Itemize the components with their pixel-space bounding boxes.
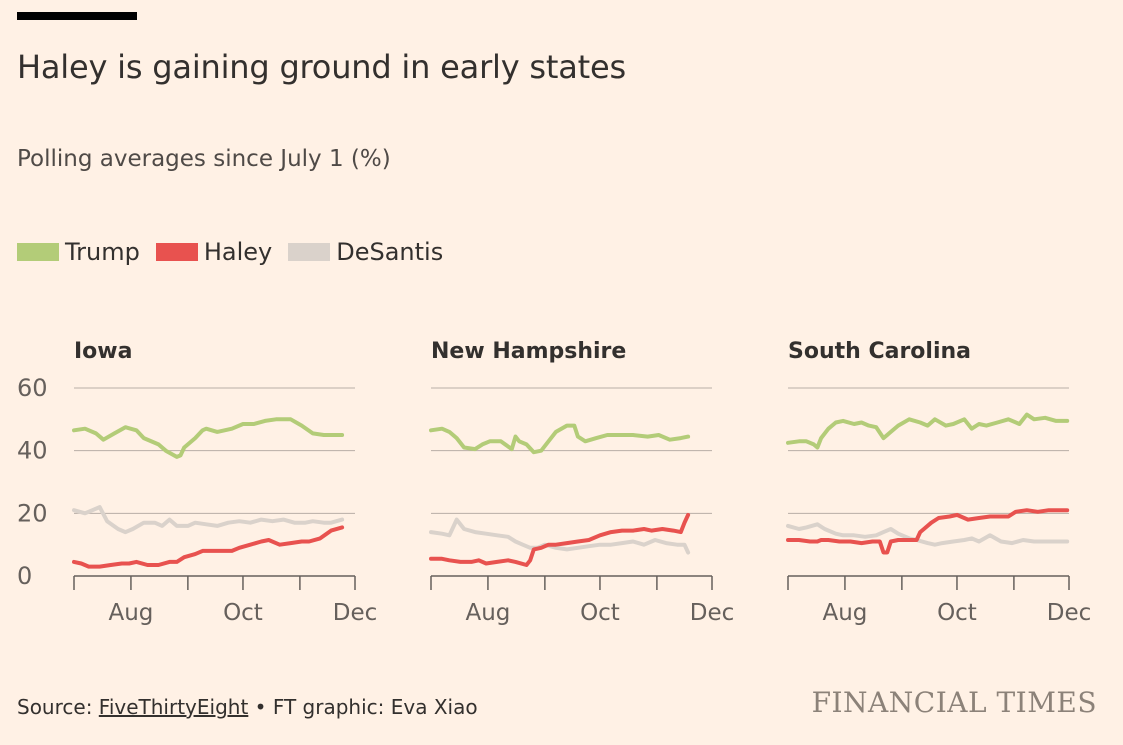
x-tick-label: Oct [937,600,977,626]
legend-swatch-haley [156,243,198,261]
series-line-haley [74,527,342,566]
source-prefix: Source: [17,695,99,719]
legend-label-trump: Trump [65,238,140,266]
legend-item-haley: Haley [156,238,272,266]
legend-swatch-desantis [288,243,330,261]
x-tick-label: Oct [223,600,263,626]
chart-subtitle: Polling averages since July 1 (%) [17,146,391,172]
source-link[interactable]: FiveThirtyEight [99,695,249,719]
small-multiples-chart: 60 40 20 0 Iowa Aug Oct Dec New Hampshire Aug Oct D… [0,320,1123,640]
x-tick-label: Aug [108,600,153,626]
panel-new-hampshire: New Hampshire Aug Oct Dec [431,339,734,626]
y-tick-label: 40 [17,437,48,465]
x-tick-label: Dec [1047,600,1092,626]
credit-text: • FT graphic: Eva Xiao [248,695,477,719]
x-tick-label: Aug [822,600,867,626]
series-line-trump [788,415,1067,448]
series-line-trump [431,426,688,453]
legend: Trump Haley DeSantis [17,238,459,266]
legend-label-desantis: DeSantis [336,238,443,266]
y-tick-label: 20 [17,499,48,527]
panel-iowa: Iowa Aug Oct Dec [74,339,377,626]
x-tick-label: Aug [465,600,510,626]
series-line-desantis [74,507,342,532]
panel-title: Iowa [74,339,132,364]
top-rule [17,12,137,20]
panel-title: South Carolina [788,339,971,364]
legend-swatch-trump [17,243,59,261]
y-tick-label: 60 [17,374,48,402]
x-tick-label: Dec [690,600,735,626]
ft-logo: FINANCIAL TIMES [812,686,1097,719]
panel-title: New Hampshire [431,339,626,364]
chart-title: Haley is gaining ground in early states [17,48,626,86]
series-line-haley [431,515,688,565]
legend-label-haley: Haley [204,238,272,266]
legend-item-desantis: DeSantis [288,238,443,266]
series-line-trump [74,419,342,457]
legend-item-trump: Trump [17,238,140,266]
footer: Source: FiveThirtyEight • FT graphic: Ev… [17,695,478,719]
x-tick-label: Dec [333,600,378,626]
series-line-desantis [431,520,688,553]
y-tick-label: 0 [17,562,32,590]
x-tick-label: Oct [580,600,620,626]
panel-south-carolina: South Carolina Aug Oct Dec [788,339,1091,626]
